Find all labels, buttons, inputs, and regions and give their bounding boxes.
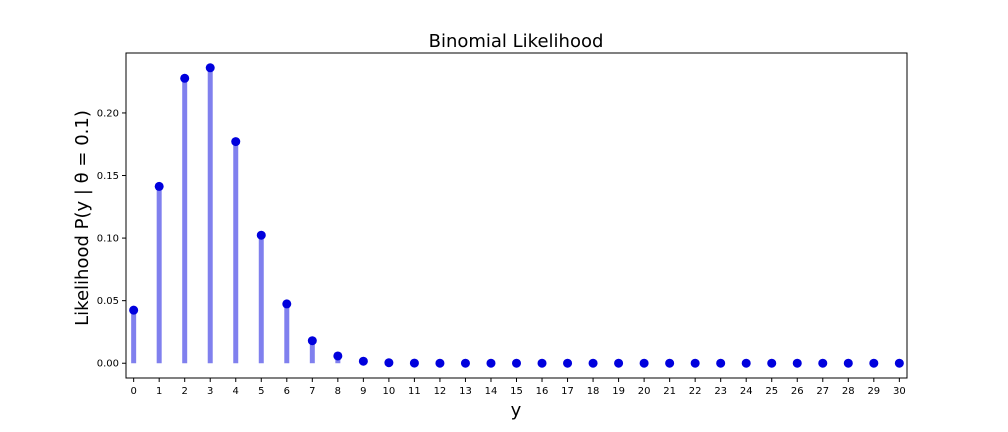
data-point-7 bbox=[307, 336, 317, 346]
data-point-4 bbox=[231, 137, 241, 147]
x-tick-label: 25 bbox=[765, 386, 778, 397]
data-point-16 bbox=[537, 358, 547, 368]
data-point-15 bbox=[512, 358, 521, 368]
markers-layer bbox=[129, 63, 904, 368]
x-tick-label: 26 bbox=[791, 386, 804, 397]
data-point-24 bbox=[741, 358, 751, 368]
y-axis-ticks: 0.00 0.05 0.10 0.15 0.20 bbox=[97, 108, 126, 370]
x-tick-label: 7 bbox=[309, 386, 315, 397]
y-tick-label: 0.15 bbox=[97, 171, 119, 182]
x-tick-label: 23 bbox=[714, 386, 727, 397]
x-tick-label: 14 bbox=[485, 386, 498, 397]
data-point-11 bbox=[409, 358, 419, 368]
x-tick-label: 5 bbox=[258, 386, 264, 397]
x-tick-label: 4 bbox=[233, 386, 239, 397]
data-point-5 bbox=[256, 230, 266, 240]
x-tick-label: 10 bbox=[383, 386, 396, 397]
data-point-29 bbox=[869, 358, 879, 368]
x-tick-label: 15 bbox=[510, 386, 523, 397]
data-point-1 bbox=[154, 181, 164, 191]
x-tick-label: 30 bbox=[893, 386, 906, 397]
data-point-12 bbox=[435, 358, 445, 368]
x-tick-label: 6 bbox=[284, 386, 290, 397]
data-point-3 bbox=[205, 63, 215, 73]
chart-title: Binomial Likelihood bbox=[429, 31, 604, 52]
data-point-0 bbox=[129, 305, 139, 315]
x-tick-label: 21 bbox=[663, 386, 676, 397]
x-tick-label: 16 bbox=[536, 386, 549, 397]
data-point-26 bbox=[792, 358, 802, 368]
data-point-19 bbox=[614, 358, 624, 368]
x-tick-label: 3 bbox=[207, 386, 213, 397]
data-point-6 bbox=[282, 299, 292, 309]
plot-frame bbox=[125, 52, 908, 379]
data-point-13 bbox=[460, 358, 470, 368]
data-point-14 bbox=[486, 358, 496, 368]
stems-layer bbox=[131, 67, 417, 364]
data-point-23 bbox=[716, 358, 726, 368]
x-axis-ticks: 0 1 2 3 4 5 6 7 8 9 10 11 12 13 14 15 16 17 18 19 20 21 22 23 24… bbox=[130, 378, 906, 397]
x-tick-label: 19 bbox=[612, 386, 625, 397]
y-tick-label: 0.20 bbox=[97, 108, 119, 119]
x-tick-label: 12 bbox=[434, 386, 447, 397]
data-point-21 bbox=[665, 358, 675, 368]
data-point-28 bbox=[843, 358, 853, 368]
data-point-17 bbox=[563, 358, 573, 368]
data-point-25 bbox=[767, 358, 777, 368]
x-tick-label: 17 bbox=[561, 386, 574, 397]
x-tick-label: 11 bbox=[408, 386, 421, 397]
data-point-22 bbox=[690, 358, 700, 368]
x-tick-label: 13 bbox=[459, 386, 472, 397]
y-tick-label: 0.10 bbox=[97, 234, 119, 245]
x-tick-label: 24 bbox=[740, 386, 753, 397]
x-tick-label: 18 bbox=[587, 386, 600, 397]
y-tick-label: 0.00 bbox=[97, 359, 119, 370]
x-tick-label: 0 bbox=[130, 386, 136, 397]
data-point-18 bbox=[588, 358, 598, 368]
data-point-9 bbox=[358, 356, 368, 366]
data-point-30 bbox=[894, 358, 904, 368]
data-point-20 bbox=[639, 358, 649, 368]
x-tick-label: 28 bbox=[842, 386, 855, 397]
x-axis-label: y bbox=[511, 400, 522, 421]
data-point-2 bbox=[180, 73, 190, 83]
x-tick-label: 22 bbox=[689, 386, 702, 397]
x-tick-label: 2 bbox=[182, 386, 188, 397]
data-point-27 bbox=[818, 358, 828, 368]
y-tick-label: 0.05 bbox=[97, 296, 119, 307]
x-tick-label: 9 bbox=[360, 386, 366, 397]
data-point-8 bbox=[333, 351, 343, 361]
x-tick-label: 29 bbox=[867, 386, 880, 397]
x-tick-label: 20 bbox=[638, 386, 651, 397]
x-tick-label: 27 bbox=[816, 386, 829, 397]
x-tick-label: 8 bbox=[335, 386, 341, 397]
data-point-10 bbox=[384, 358, 394, 368]
y-axis-label: Likelihood P(y | θ = 0.1) bbox=[72, 110, 93, 326]
x-tick-label: 1 bbox=[156, 386, 162, 397]
